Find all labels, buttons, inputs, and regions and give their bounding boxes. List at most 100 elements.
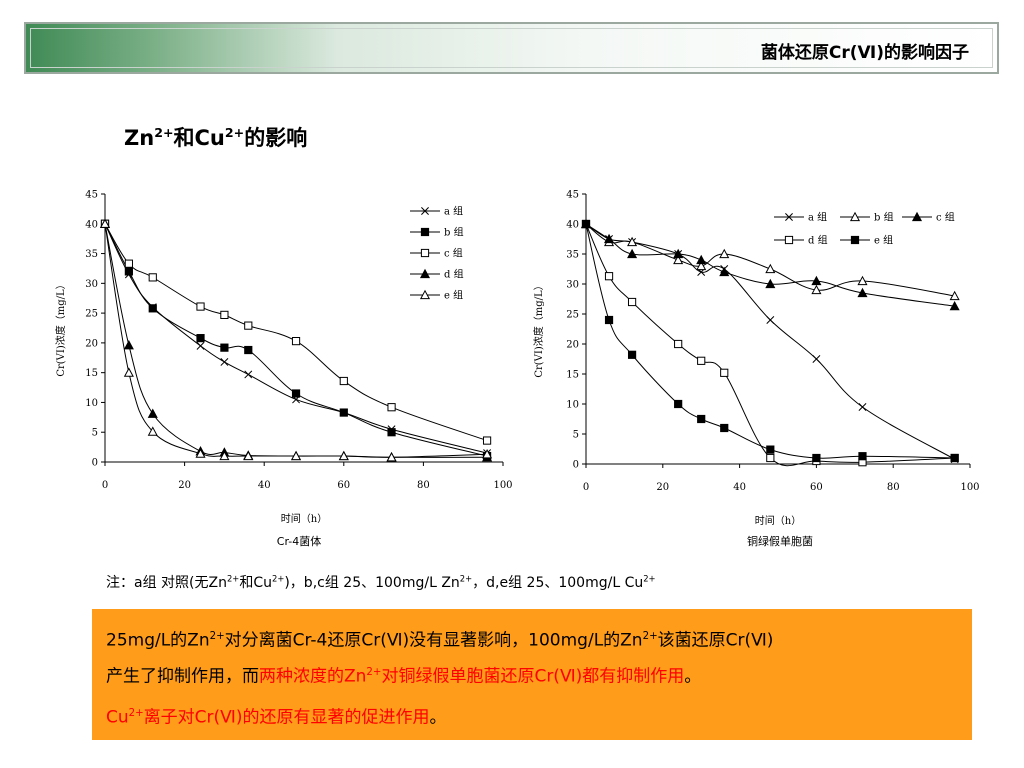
legend-label: a 组	[808, 211, 827, 224]
data-point	[99, 218, 111, 228]
box-sup: 2+	[366, 666, 382, 678]
data-point	[291, 337, 301, 346]
box-text: 。	[684, 666, 702, 687]
data-point	[339, 408, 348, 417]
box-red-text: 两种浓度的Zn	[259, 666, 367, 687]
note-part4: ，d,e组 25、100mg/L Cu	[472, 575, 644, 591]
series-line	[585, 223, 955, 467]
data-point	[604, 315, 614, 325]
series-line	[104, 223, 488, 457]
data-point	[339, 376, 348, 386]
y-tick-label: 45	[566, 190, 579, 201]
box-text: 25mg/L的Zn	[106, 630, 210, 651]
conclusion-line-3: Cu2+离子对Cr(Ⅵ)的还原有显著的促进作用。	[106, 698, 960, 734]
y-tick-label: 35	[85, 249, 98, 260]
slide-title: 菌体还原Cr(Ⅵ)的影响因子	[760, 43, 969, 63]
y-tick-label: 0	[92, 458, 98, 469]
data-point	[196, 334, 205, 343]
y-tick-label: 15	[566, 370, 579, 381]
legend-label: d 组	[444, 268, 464, 281]
x-tick-label: 100	[493, 480, 512, 491]
data-point	[949, 290, 960, 301]
legend-marker	[420, 248, 430, 258]
box-sup: 2+	[642, 631, 658, 642]
data-point	[719, 248, 730, 259]
x-axis-label: 时间（h）	[281, 512, 327, 525]
chart-pseudomonas: 0 5 10 15 20 25 30 35 40 45 0 20 40 60 80 100 时间（h） Cr(VI…	[532, 190, 980, 528]
data-point	[196, 302, 205, 311]
data-point	[291, 450, 302, 461]
x-tick-label: 100	[960, 482, 979, 493]
x-tick-label: 20	[656, 482, 669, 493]
data-point	[766, 445, 775, 454]
y-axis-label: Cr(VI)浓度（mg/L）	[54, 279, 67, 376]
y-tick-label: 20	[85, 338, 98, 349]
note-sup3: 2+	[459, 573, 473, 584]
heading-zn: Zn	[124, 126, 155, 150]
note-sup4: 2+	[643, 573, 656, 584]
y-tick-label: 10	[566, 400, 579, 411]
data-point	[196, 341, 205, 350]
data-point	[627, 297, 637, 307]
conclusion-line-1: 25mg/L的Zn2+对分离菌Cr-4还原Cr(Ⅵ)没有显著影响，100mg/L…	[106, 621, 960, 657]
y-tick-label: 45	[85, 190, 98, 201]
data-point	[220, 310, 229, 319]
data-point	[147, 426, 158, 436]
data-point	[482, 449, 493, 459]
chart-cr4-caption: Cr-4菌体	[276, 535, 322, 548]
x-tick-label: 20	[178, 480, 191, 491]
data-point	[674, 339, 683, 349]
data-point	[123, 340, 134, 350]
title-banner: 菌体还原Cr(Ⅵ)的影响因子	[24, 22, 999, 74]
section-heading: Zn2+和Cu2+的影响	[124, 122, 307, 152]
x-axis-label: 时间（h）	[755, 514, 801, 527]
data-point	[195, 448, 206, 458]
data-point	[765, 263, 776, 274]
box-sup: 2+	[128, 708, 144, 720]
y-tick-label: 30	[566, 280, 579, 291]
y-axis-label: Cr(VI)浓度（mg/L）	[532, 280, 545, 377]
y-tick-label: 40	[85, 219, 98, 230]
data-point	[148, 304, 157, 313]
heading-cu: 和Cu	[173, 126, 225, 150]
legend-label: e 组	[444, 289, 463, 302]
data-point	[124, 267, 133, 276]
legend-marker	[421, 207, 429, 215]
series-line	[585, 223, 955, 307]
box-text: 。	[429, 707, 447, 728]
x-tick-label: 80	[417, 480, 430, 491]
data-point	[811, 284, 822, 295]
legend-marker	[419, 268, 431, 279]
data-point	[673, 248, 684, 259]
banner-inner-border	[30, 28, 993, 68]
box-text: 该菌还原Cr(Ⅵ)	[657, 630, 774, 651]
data-point	[673, 254, 684, 265]
note-part2: 和Cu	[239, 575, 272, 591]
data-point	[604, 272, 614, 281]
data-point	[123, 367, 134, 377]
legend-marker	[419, 289, 431, 300]
note-part1: 注：a组 对照(无Zn	[106, 575, 227, 591]
data-point	[338, 450, 349, 461]
data-point	[697, 414, 706, 424]
data-point	[812, 453, 821, 463]
chart-pseudomonas-caption: 铜绿假单胞菌	[747, 535, 813, 548]
data-point	[949, 300, 960, 311]
x-tick-label: 0	[102, 480, 108, 491]
note-sup1: 2+	[226, 573, 240, 584]
legend-label: e 组	[874, 234, 893, 247]
chart-cr4: 0 5 10 15 20 25 30 35 40 45 0 20 40 60 80 100 时间（h） Cr(VI…	[54, 190, 513, 526]
y-tick-label: 25	[85, 309, 98, 320]
y-tick-label: 10	[85, 398, 98, 409]
legend-marker	[420, 227, 430, 237]
x-tick-label: 0	[583, 482, 589, 493]
y-tick-label: 15	[85, 368, 98, 379]
data-point	[627, 248, 638, 259]
y-tick-label: 0	[573, 460, 579, 471]
y-tick-label: 35	[566, 250, 579, 261]
data-point	[858, 403, 867, 411]
legend-label: b 组	[444, 226, 464, 239]
data-point	[291, 389, 301, 398]
footnote: 注：a组 对照(无Zn2+和Cu2+)，b,c组 25、100mg/L Zn2+…	[106, 572, 656, 592]
y-tick-label: 5	[573, 430, 579, 441]
